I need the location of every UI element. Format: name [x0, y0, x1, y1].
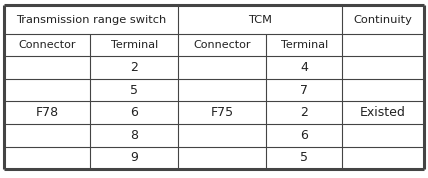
Text: F78: F78 [36, 106, 59, 119]
Text: Continuity: Continuity [354, 15, 412, 25]
Text: TCM: TCM [248, 15, 272, 25]
Text: 9: 9 [131, 151, 138, 164]
Text: Connector: Connector [193, 40, 251, 50]
Text: 4: 4 [300, 61, 308, 74]
Text: 8: 8 [130, 129, 138, 142]
Text: Transmission range switch: Transmission range switch [16, 15, 166, 25]
Text: Connector: Connector [18, 40, 76, 50]
Text: 6: 6 [131, 106, 138, 119]
Text: 5: 5 [130, 83, 138, 96]
Text: 7: 7 [300, 83, 308, 96]
Text: Terminal: Terminal [281, 40, 328, 50]
Text: F75: F75 [211, 106, 234, 119]
Text: 6: 6 [300, 129, 308, 142]
Text: Terminal: Terminal [111, 40, 158, 50]
Text: Existed: Existed [360, 106, 406, 119]
Text: 5: 5 [300, 151, 308, 164]
Text: 2: 2 [131, 61, 138, 74]
Text: 2: 2 [300, 106, 308, 119]
